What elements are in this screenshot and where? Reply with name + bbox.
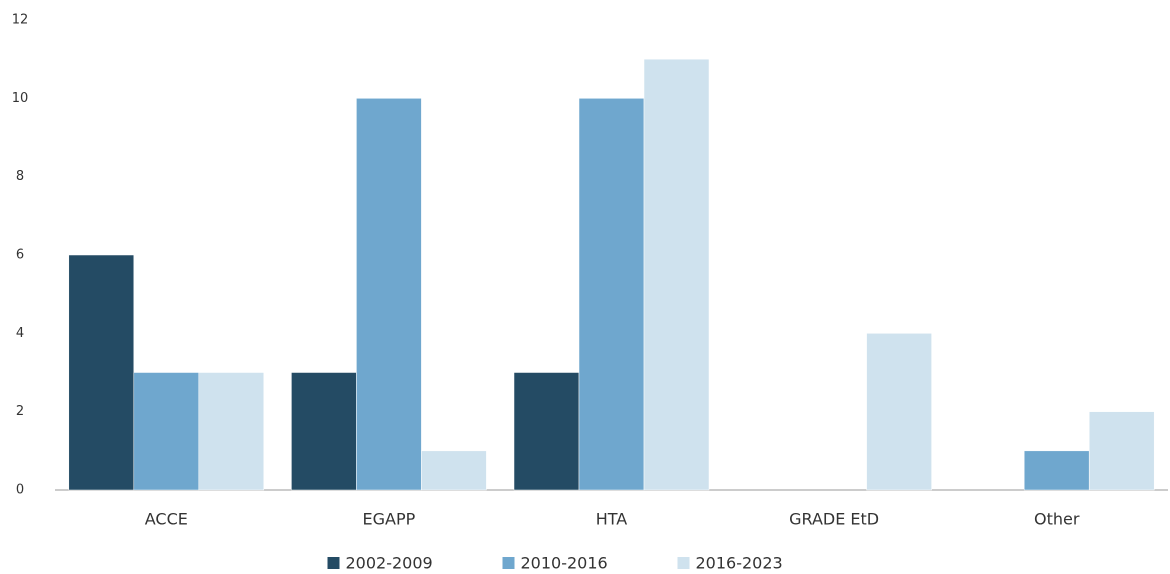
y-tick-label: 12 [12,13,29,28]
legend-label: 2016-2023 [696,554,783,573]
legend-label: 2010-2016 [521,554,608,573]
y-tick-label: 6 [16,248,24,263]
bar [578,98,645,491]
bar [866,333,932,491]
x-tick-label: ACCE [145,510,188,529]
bar [643,58,710,491]
x-tick-label: GRADE EtD [789,510,879,529]
bar [68,254,135,491]
legend-swatch [502,557,515,569]
bar [1088,411,1155,491]
x-tick-label: Other [1034,510,1080,529]
y-tick-label: 4 [16,326,24,341]
y-tick-label: 8 [16,169,24,184]
bar [1023,450,1090,491]
bar [291,372,357,491]
y-tick-label: 0 [16,483,24,498]
bar [198,372,265,491]
bar [133,372,200,491]
bar [356,98,422,491]
legend-swatch [327,557,340,569]
legend-label: 2002-2009 [346,554,433,573]
x-tick-label: EGAPP [363,510,416,529]
bar [513,372,580,491]
y-tick-label: 2 [16,404,24,419]
y-tick-label: 10 [12,91,29,106]
bar [421,450,487,491]
x-tick-label: HTA [596,510,628,529]
legend-swatch [677,557,690,569]
